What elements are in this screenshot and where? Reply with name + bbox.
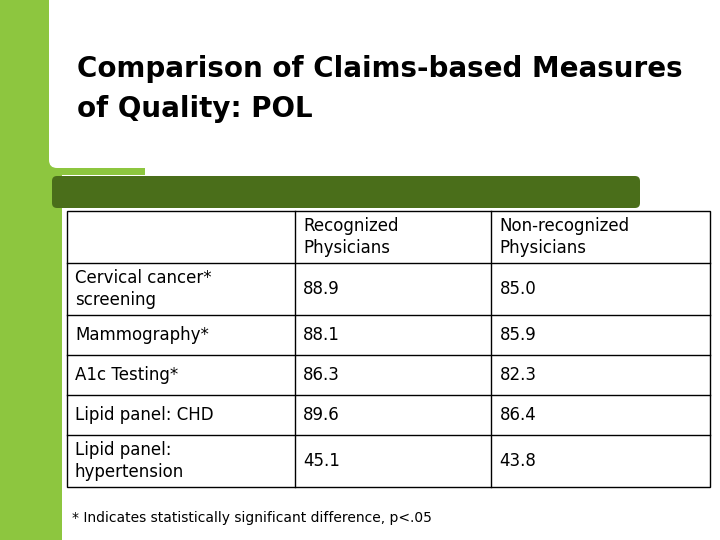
FancyBboxPatch shape bbox=[52, 176, 640, 208]
Text: Cervical cancer*
screening: Cervical cancer* screening bbox=[75, 269, 212, 309]
Text: 88.1: 88.1 bbox=[303, 326, 340, 344]
Text: Lipid panel: CHD: Lipid panel: CHD bbox=[75, 406, 214, 424]
Bar bbox=[67, 211, 710, 487]
Text: 11: 11 bbox=[14, 500, 48, 524]
Text: 43.8: 43.8 bbox=[500, 452, 536, 470]
Text: 82.3: 82.3 bbox=[500, 366, 536, 384]
Text: Comparison of Claims-based Measures: Comparison of Claims-based Measures bbox=[77, 55, 683, 83]
Text: of Quality: POL: of Quality: POL bbox=[77, 95, 312, 123]
Text: Recognized
Physicians: Recognized Physicians bbox=[303, 217, 399, 257]
Text: 89.6: 89.6 bbox=[303, 406, 340, 424]
Bar bbox=[0, 0, 145, 175]
Text: A1c Testing*: A1c Testing* bbox=[75, 366, 179, 384]
Text: Mammography*: Mammography* bbox=[75, 326, 209, 344]
Text: 86.3: 86.3 bbox=[303, 366, 340, 384]
Text: 88.9: 88.9 bbox=[303, 280, 340, 298]
FancyBboxPatch shape bbox=[49, 0, 718, 168]
Text: 45.1: 45.1 bbox=[303, 452, 340, 470]
Text: 85.0: 85.0 bbox=[500, 280, 536, 298]
Text: 85.9: 85.9 bbox=[500, 326, 536, 344]
Text: Lipid panel:
hypertension: Lipid panel: hypertension bbox=[75, 441, 184, 481]
Text: Non-recognized
Physicians: Non-recognized Physicians bbox=[500, 217, 629, 257]
Text: 86.4: 86.4 bbox=[500, 406, 536, 424]
Text: * Indicates statistically significant difference, p<.05: * Indicates statistically significant di… bbox=[72, 511, 432, 525]
Bar bbox=[0, 0, 62, 540]
